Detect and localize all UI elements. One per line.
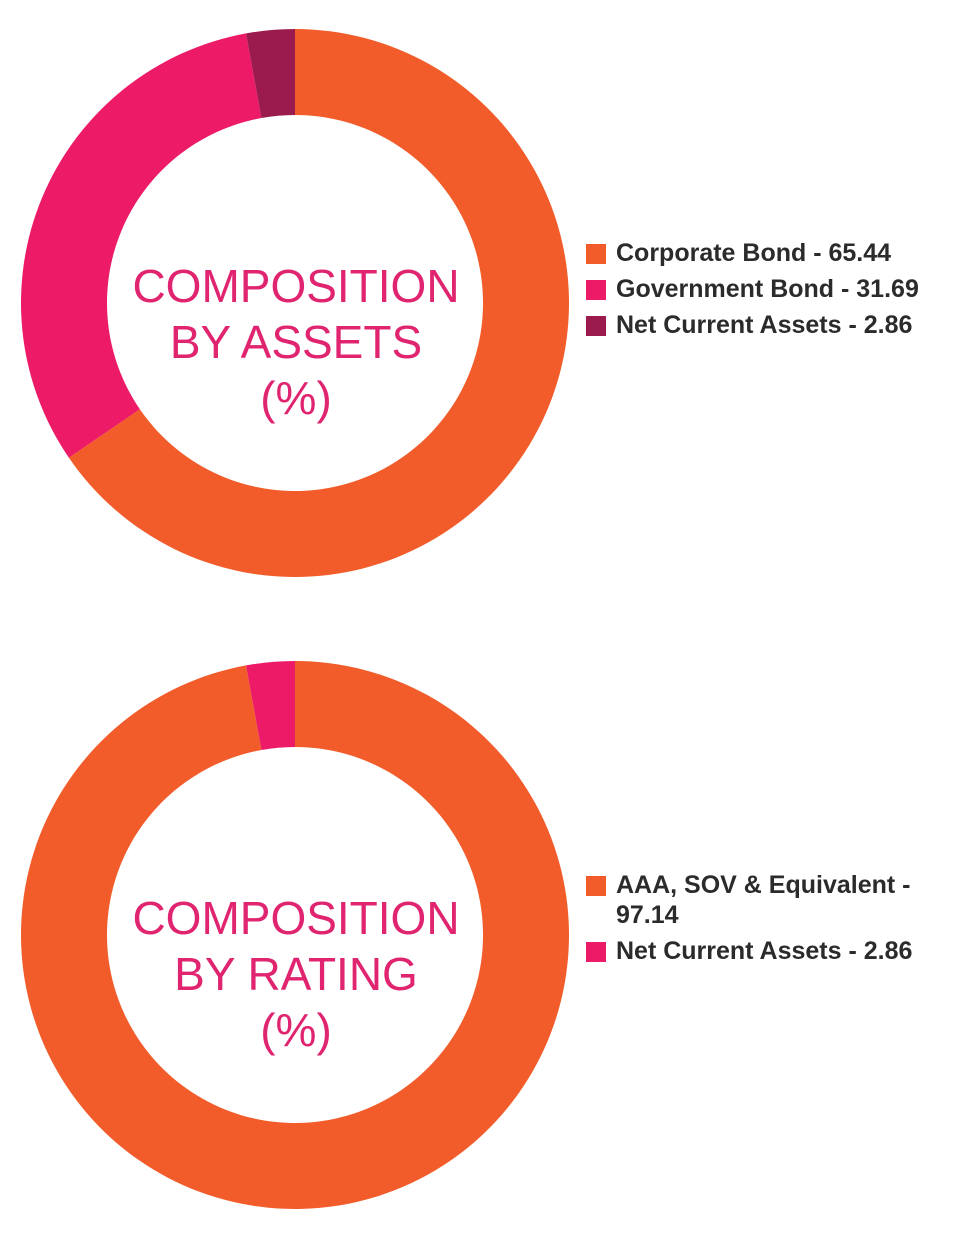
legend-label: Net Current Assets - 2.86 (616, 937, 913, 965)
donut-chart-rating (20, 661, 570, 1209)
legend-assets: Corporate Bond - 65.44 Government Bond -… (586, 238, 956, 346)
legend-item: Net Current Assets - 2.86 (586, 310, 956, 340)
legend-rating: AAA, SOV & Equivalent - 97.14 Net Curren… (586, 870, 936, 972)
center-title-line: COMPOSITION (132, 260, 460, 312)
chart-composition-by-rating: COMPOSITION BY RATING (%) AAA, SOV & Equ… (0, 632, 965, 1232)
center-title-assets: COMPOSITION BY ASSETS (%) (100, 258, 492, 426)
legend-swatch (586, 244, 606, 264)
donut-slice-aaa-sov-equivalent (20, 661, 570, 1209)
legend-label: Corporate Bond - 65.44 (616, 239, 892, 267)
center-title-line: (%) (260, 1004, 332, 1056)
legend-item: Net Current Assets - 2.86 (586, 936, 936, 966)
donut-slice-government-bond (20, 33, 262, 458)
legend-swatch (586, 876, 606, 896)
donut-chart-assets (20, 29, 570, 577)
legend-swatch (586, 280, 606, 300)
center-title-line: (%) (260, 372, 332, 424)
legend-item: Corporate Bond - 65.44 (586, 238, 956, 268)
legend-item: Government Bond - 31.69 (586, 274, 956, 304)
center-title-line: BY RATING (174, 948, 418, 1000)
legend-label: Government Bond - 31.69 (616, 275, 919, 303)
donut-slice-net-current-assets (246, 661, 295, 751)
legend-label: Net Current Assets - 2.86 (616, 311, 913, 339)
legend-swatch (586, 316, 606, 336)
legend-swatch (586, 942, 606, 962)
chart-composition-by-assets: COMPOSITION BY ASSETS (%) Corporate Bond… (0, 0, 965, 600)
center-title-line: COMPOSITION (132, 892, 460, 944)
donut-slice-net-current-assets (246, 29, 295, 119)
legend-label: AAA, SOV & Equivalent - 97.14 (616, 871, 911, 929)
center-title-line: BY ASSETS (169, 316, 423, 368)
donut-slice-corporate-bond (68, 29, 570, 577)
center-title-rating: COMPOSITION BY RATING (%) (100, 890, 492, 1058)
legend-item: AAA, SOV & Equivalent - 97.14 (586, 870, 936, 930)
